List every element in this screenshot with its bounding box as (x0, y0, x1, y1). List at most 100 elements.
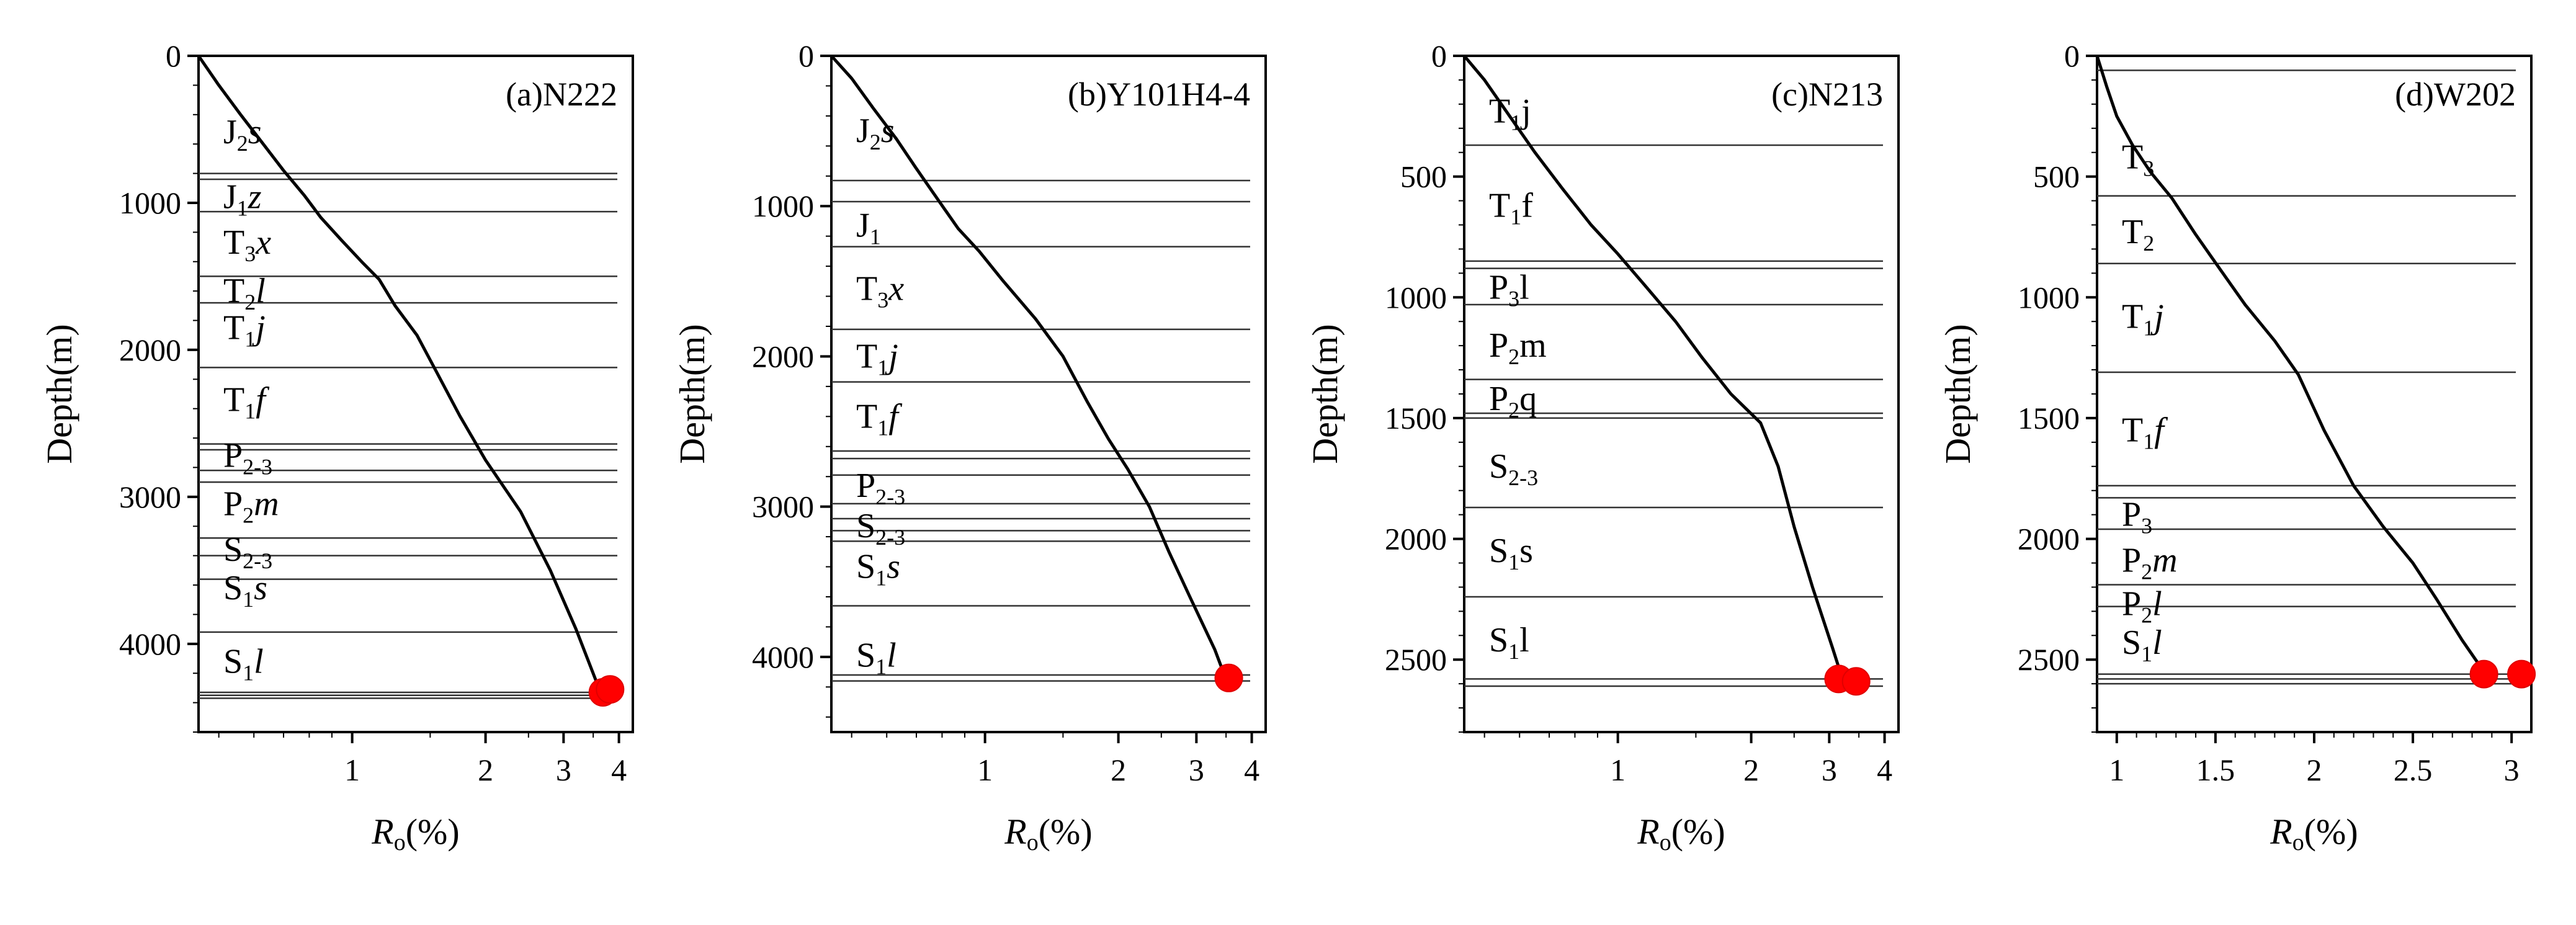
formation-label-part: s (254, 569, 267, 607)
formation-label-part: J (856, 207, 870, 245)
formation-label-part: J (856, 112, 870, 150)
y-tick-label: 2000 (119, 333, 181, 367)
formation-label-part: T (1489, 186, 1510, 225)
formation-label-part: 1 (875, 654, 887, 679)
x-tick-label: 3 (556, 753, 571, 787)
formation-label-part: 2-3 (875, 525, 905, 550)
measured-ro-point (2469, 659, 2498, 689)
formation-label: P2m (1489, 326, 1547, 369)
formation-label-part: j (1520, 92, 1531, 131)
formation-label-part: T (2122, 411, 2143, 449)
formation-label-part: l (256, 272, 266, 310)
formation-label-part: x (255, 223, 271, 262)
measured-ro-point (1841, 667, 1871, 696)
formation-label-part: 1 (1508, 550, 1519, 574)
x-axis-title: Ro(%) (1637, 811, 1725, 856)
x-axis-title: Ro(%) (2270, 811, 2358, 856)
formation-label-part: l (254, 642, 264, 681)
formation-label-part: x (888, 269, 904, 308)
x-axis-title-sub: o (1660, 829, 1671, 856)
formation-label: T1j (1489, 92, 1531, 135)
formation-label: P2-3 (856, 467, 905, 509)
formation-label-part: 1 (875, 566, 887, 591)
formation-label-part: 2 (1508, 398, 1519, 422)
formation-label-part: S (1489, 621, 1508, 659)
formation-label: T3x (856, 269, 904, 312)
formation-label-part: l (2152, 623, 2162, 662)
x-tick-label: 1 (1610, 753, 1626, 787)
formation-label-part: 1 (244, 398, 256, 423)
formation-label-part: f (256, 380, 270, 419)
y-tick-label: 0 (798, 38, 814, 73)
formation-label-part: l (1519, 621, 1529, 659)
formation-label-part: S (856, 507, 875, 545)
formation-label-part: P (2122, 585, 2141, 623)
x-tick-label: 1 (977, 753, 993, 787)
measured-ro-point (1214, 663, 1243, 692)
formation-label: T1j (856, 337, 898, 380)
y-axis-title: Depth(m) (672, 324, 712, 464)
formation-label-part: 2 (237, 131, 248, 156)
formation-label-part: S (1489, 532, 1508, 570)
x-tick-label: 2 (1743, 753, 1759, 787)
formation-label: J2s (856, 112, 895, 154)
formation-label-part: l (1519, 269, 1529, 307)
formation-label-part: T (856, 269, 877, 308)
formation-label-part: f (2154, 411, 2168, 449)
x-axis-title-sub: o (1027, 829, 1039, 856)
formation-label-part: S (2122, 623, 2141, 662)
formation-label-part: S (1489, 447, 1508, 486)
formation-label: S1s (856, 548, 900, 591)
formation-label-part: m (254, 485, 279, 524)
x-axis-title-rest: (%) (406, 811, 460, 852)
formation-label-part: T (856, 337, 877, 375)
formation-label-part: 2 (2141, 560, 2152, 584)
ro-depth-curve (1463, 55, 1843, 677)
x-tick-label: 1.5 (2196, 753, 2235, 787)
formation-label: S1l (856, 636, 897, 679)
formation-label: S1l (223, 642, 264, 685)
formation-label-part: P (2122, 542, 2141, 580)
formation-label: T1j (2122, 297, 2164, 340)
y-tick-label: 3000 (119, 480, 181, 514)
formation-label-part: 2-3 (875, 485, 905, 509)
formation-label-part: j (252, 308, 266, 347)
formation-label: T1f (856, 397, 903, 440)
formation-label-part: j (885, 337, 898, 375)
formation-label-part: 2-3 (1508, 465, 1538, 490)
ro-depth-curve (830, 55, 1228, 681)
y-tick-label: 0 (1431, 38, 1447, 73)
formation-label-part: P (223, 437, 243, 475)
x-tick-label: 3 (1189, 753, 1204, 787)
y-tick-label: 1500 (2018, 401, 2080, 436)
formation-label-part: 1 (2143, 429, 2154, 454)
formation-label-part: T (856, 397, 877, 436)
x-tick-label: 1 (344, 753, 360, 787)
x-axis-title: Ro(%) (371, 811, 459, 856)
formation-label-part: 1 (244, 326, 256, 351)
formation-label-part: 2 (2141, 603, 2152, 628)
formation-label-part: z (248, 177, 262, 216)
formation-label-part: 2 (1508, 344, 1519, 369)
y-tick-label: 0 (166, 38, 181, 73)
formation-label-part: 1 (243, 660, 254, 685)
chart-panel-1: 0 1000 2000 3000 4000 1 2 3 4 Depth(m) Ro(%) (b)Y10… (672, 38, 1267, 856)
formation-label-part: T (223, 308, 244, 347)
formation-label-part: m (1519, 326, 1547, 365)
formation-label-part: 3 (244, 241, 256, 266)
formation-label-part: 2 (870, 130, 881, 154)
panel-title: (c)N213 (1771, 76, 1883, 113)
formation-label-part: 1 (1508, 639, 1519, 664)
x-axis-title-sub: o (394, 829, 406, 856)
formation-label-part: P (1489, 380, 1508, 418)
formation-label: T3 (2122, 138, 2154, 181)
formation-label-part: 3 (1508, 287, 1519, 311)
x-tick-label: 4 (1877, 753, 1892, 787)
formation-label-part: S (223, 569, 243, 607)
x-tick-label: 2 (478, 753, 493, 787)
formation-label-part: l (887, 636, 897, 674)
y-axis-title: Depth(m) (1938, 324, 1978, 464)
x-tick-label: 2 (1111, 753, 1126, 787)
formation-label: T2 (2122, 213, 2154, 256)
